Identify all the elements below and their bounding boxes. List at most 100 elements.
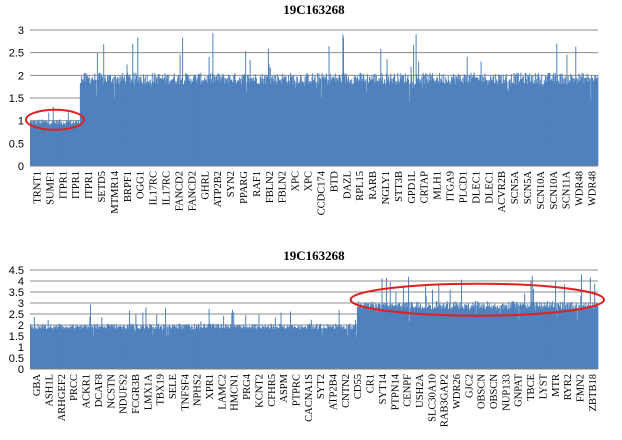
coverage-bar — [183, 80, 185, 166]
coverage-bar — [263, 78, 265, 166]
coverage-bar — [486, 301, 488, 369]
coverage-bar — [211, 324, 213, 369]
coverage-bar — [402, 75, 404, 166]
coverage-bar — [240, 78, 242, 166]
coverage-bar — [346, 76, 348, 166]
coverage-bar — [290, 73, 291, 166]
coverage-bar — [230, 79, 232, 166]
coverage-bar — [265, 327, 267, 369]
coverage-bar — [575, 77, 577, 166]
coverage-bar — [320, 328, 322, 369]
x-tick-label: CR1 — [366, 374, 377, 393]
coverage-bar — [294, 326, 296, 369]
coverage-bar — [478, 80, 480, 166]
coverage-bar — [120, 76, 122, 166]
coverage-bar — [183, 328, 185, 369]
coverage-bar — [283, 79, 285, 166]
bar-series — [30, 274, 599, 369]
coverage-bar — [218, 327, 220, 369]
coverage-bar — [441, 74, 443, 166]
coverage-bar — [577, 309, 579, 369]
coverage-bar — [249, 59, 251, 167]
coverage-bar — [341, 83, 343, 166]
coverage-bar — [173, 325, 175, 369]
coverage-bar — [476, 301, 478, 369]
coverage-bar — [413, 84, 415, 166]
coverage-bar — [321, 72, 323, 166]
coverage-bar — [286, 82, 288, 166]
coverage-bar — [217, 323, 219, 369]
coverage-bar — [480, 308, 482, 369]
coverage-bar — [385, 84, 387, 166]
coverage-bar — [426, 82, 428, 166]
coverage-bar — [457, 78, 459, 166]
coverage-bar — [547, 73, 549, 166]
coverage-bar — [55, 119, 57, 166]
coverage-bar — [536, 78, 538, 166]
coverage-bar — [572, 305, 574, 369]
x-tick-label: TBCE — [526, 374, 537, 401]
coverage-bar — [170, 79, 172, 166]
coverage-bar — [128, 324, 130, 369]
coverage-bar — [340, 324, 342, 369]
coverage-bar — [250, 78, 252, 166]
coverage-bar — [518, 82, 520, 166]
coverage-bar — [57, 120, 59, 166]
coverage-bar — [431, 80, 433, 166]
coverage-bar — [153, 328, 155, 369]
coverage-bar — [115, 329, 117, 369]
coverage-bar — [45, 325, 47, 369]
coverage-bar — [81, 329, 83, 369]
x-tick-label: SCN11A — [562, 171, 573, 210]
coverage-bar — [144, 83, 146, 166]
coverage-bar — [346, 324, 348, 369]
coverage-bar — [94, 73, 96, 166]
coverage-bar — [161, 74, 163, 166]
coverage-bar — [120, 326, 122, 369]
coverage-bar — [466, 56, 468, 167]
coverage-bar — [103, 327, 105, 369]
coverage-bar — [461, 82, 463, 166]
coverage-bar — [232, 81, 234, 166]
coverage-bar — [394, 73, 396, 166]
coverage-bar — [429, 72, 431, 166]
coverage-bar — [535, 82, 537, 166]
coverage-bar — [478, 79, 480, 166]
coverage-bar — [491, 80, 493, 166]
coverage-bar — [73, 328, 75, 369]
coverage-bar — [214, 80, 216, 166]
coverage-bar — [551, 78, 553, 166]
coverage-bar — [132, 324, 134, 369]
coverage-bar — [179, 323, 181, 369]
coverage-bar — [279, 323, 281, 369]
coverage-bar — [254, 73, 256, 166]
coverage-bar — [195, 76, 197, 166]
coverage-bar — [503, 303, 505, 369]
coverage-bar — [353, 77, 355, 166]
coverage-bar — [517, 75, 519, 166]
coverage-bar — [326, 323, 328, 369]
coverage-bar — [260, 328, 262, 369]
coverage-bar — [510, 303, 512, 369]
coverage-bar — [83, 325, 85, 369]
coverage-bar — [315, 327, 317, 369]
coverage-bar — [32, 121, 34, 166]
coverage-bar — [71, 324, 73, 369]
coverage-bar — [53, 325, 55, 369]
coverage-bar — [274, 317, 276, 369]
coverage-bar — [119, 324, 121, 369]
coverage-bar — [315, 82, 317, 166]
coverage-bar — [297, 326, 299, 369]
coverage-bar — [367, 302, 368, 369]
coverage-bar — [65, 121, 67, 166]
coverage-bar — [519, 81, 521, 166]
coverage-bar — [254, 324, 256, 369]
coverage-bar — [314, 77, 315, 166]
coverage-bar — [224, 328, 226, 369]
coverage-bar — [495, 307, 497, 369]
x-tick-label: RARB — [368, 171, 379, 200]
coverage-bar — [574, 309, 575, 369]
x-tick-label: TBX19 — [156, 374, 167, 406]
coverage-bar — [97, 328, 99, 369]
coverage-bar — [367, 83, 369, 166]
